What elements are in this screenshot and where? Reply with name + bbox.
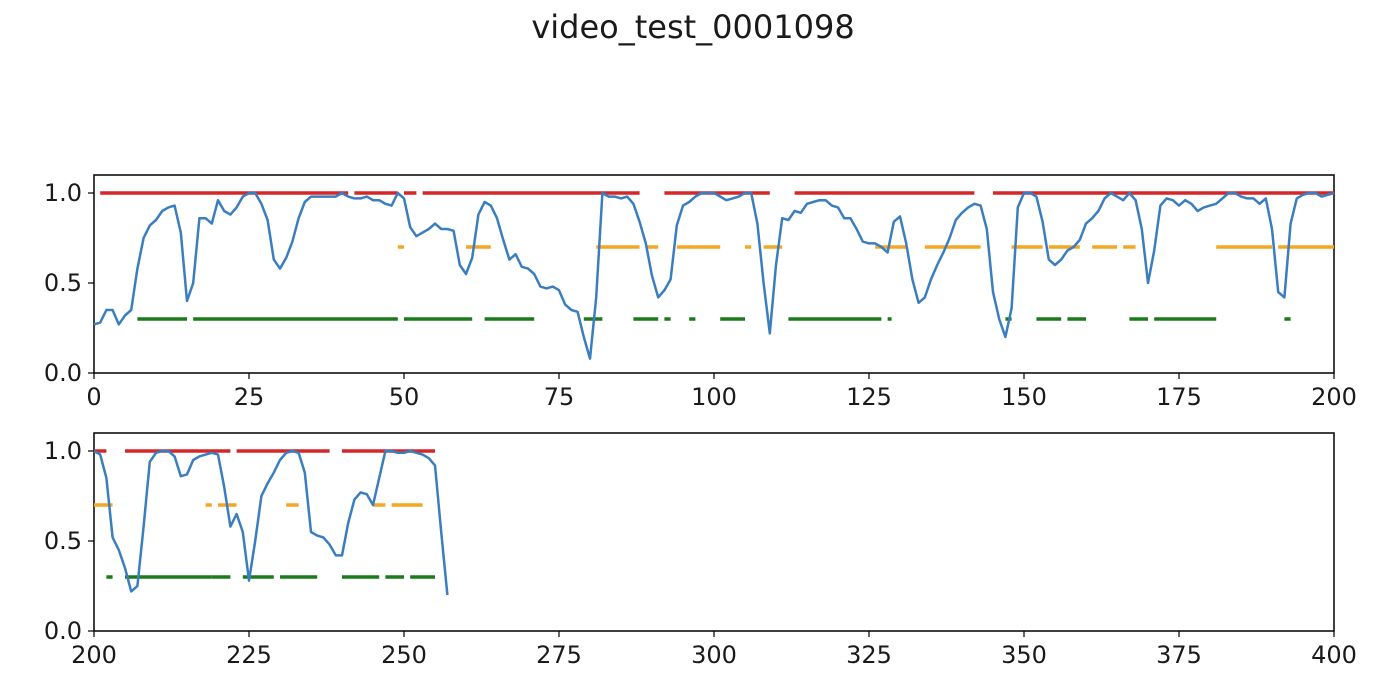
x-tick-label: 250: [381, 641, 427, 669]
score-line: [93, 191, 1335, 360]
y-tick-label: 0.5: [44, 269, 82, 297]
x-tick-label: 325: [846, 641, 892, 669]
x-tick-label: 25: [234, 383, 265, 411]
x-tick-label: 100: [691, 383, 737, 411]
figure-title: video_test_0001098: [531, 8, 855, 46]
x-tick-label: 300: [691, 641, 737, 669]
x-tick-label: 175: [1156, 383, 1202, 411]
y-tick-label: 0.5: [44, 527, 82, 555]
y-tick-label: 0.0: [44, 359, 82, 387]
x-tick-label: 275: [536, 641, 582, 669]
x-tick-label: 200: [1311, 383, 1357, 411]
x-tick-label: 350: [1001, 641, 1047, 669]
y-tick-label: 1.0: [44, 179, 82, 207]
score-line: [93, 449, 449, 596]
bottom-subplot: 200 225 250 275 300 325 350 375 400 0.0 0.5 1.0: [44, 432, 1357, 669]
y-tick-label: 0.0: [44, 617, 82, 645]
top-subplot: 0 25 50 75 100 125 150 175 200 0.0 0.5 1.0: [44, 174, 1357, 411]
x-tick-label: 125: [846, 383, 892, 411]
x-tick-label: 150: [1001, 383, 1047, 411]
x-tick-label: 400: [1311, 641, 1357, 669]
x-tick-label: 50: [389, 383, 420, 411]
x-tick-label: 200: [71, 641, 117, 669]
x-tick-label: 0: [86, 383, 101, 411]
x-tick-label: 375: [1156, 641, 1202, 669]
x-tick-label: 225: [226, 641, 272, 669]
x-tick-label: 75: [544, 383, 575, 411]
y-tick-label: 1.0: [44, 437, 82, 465]
